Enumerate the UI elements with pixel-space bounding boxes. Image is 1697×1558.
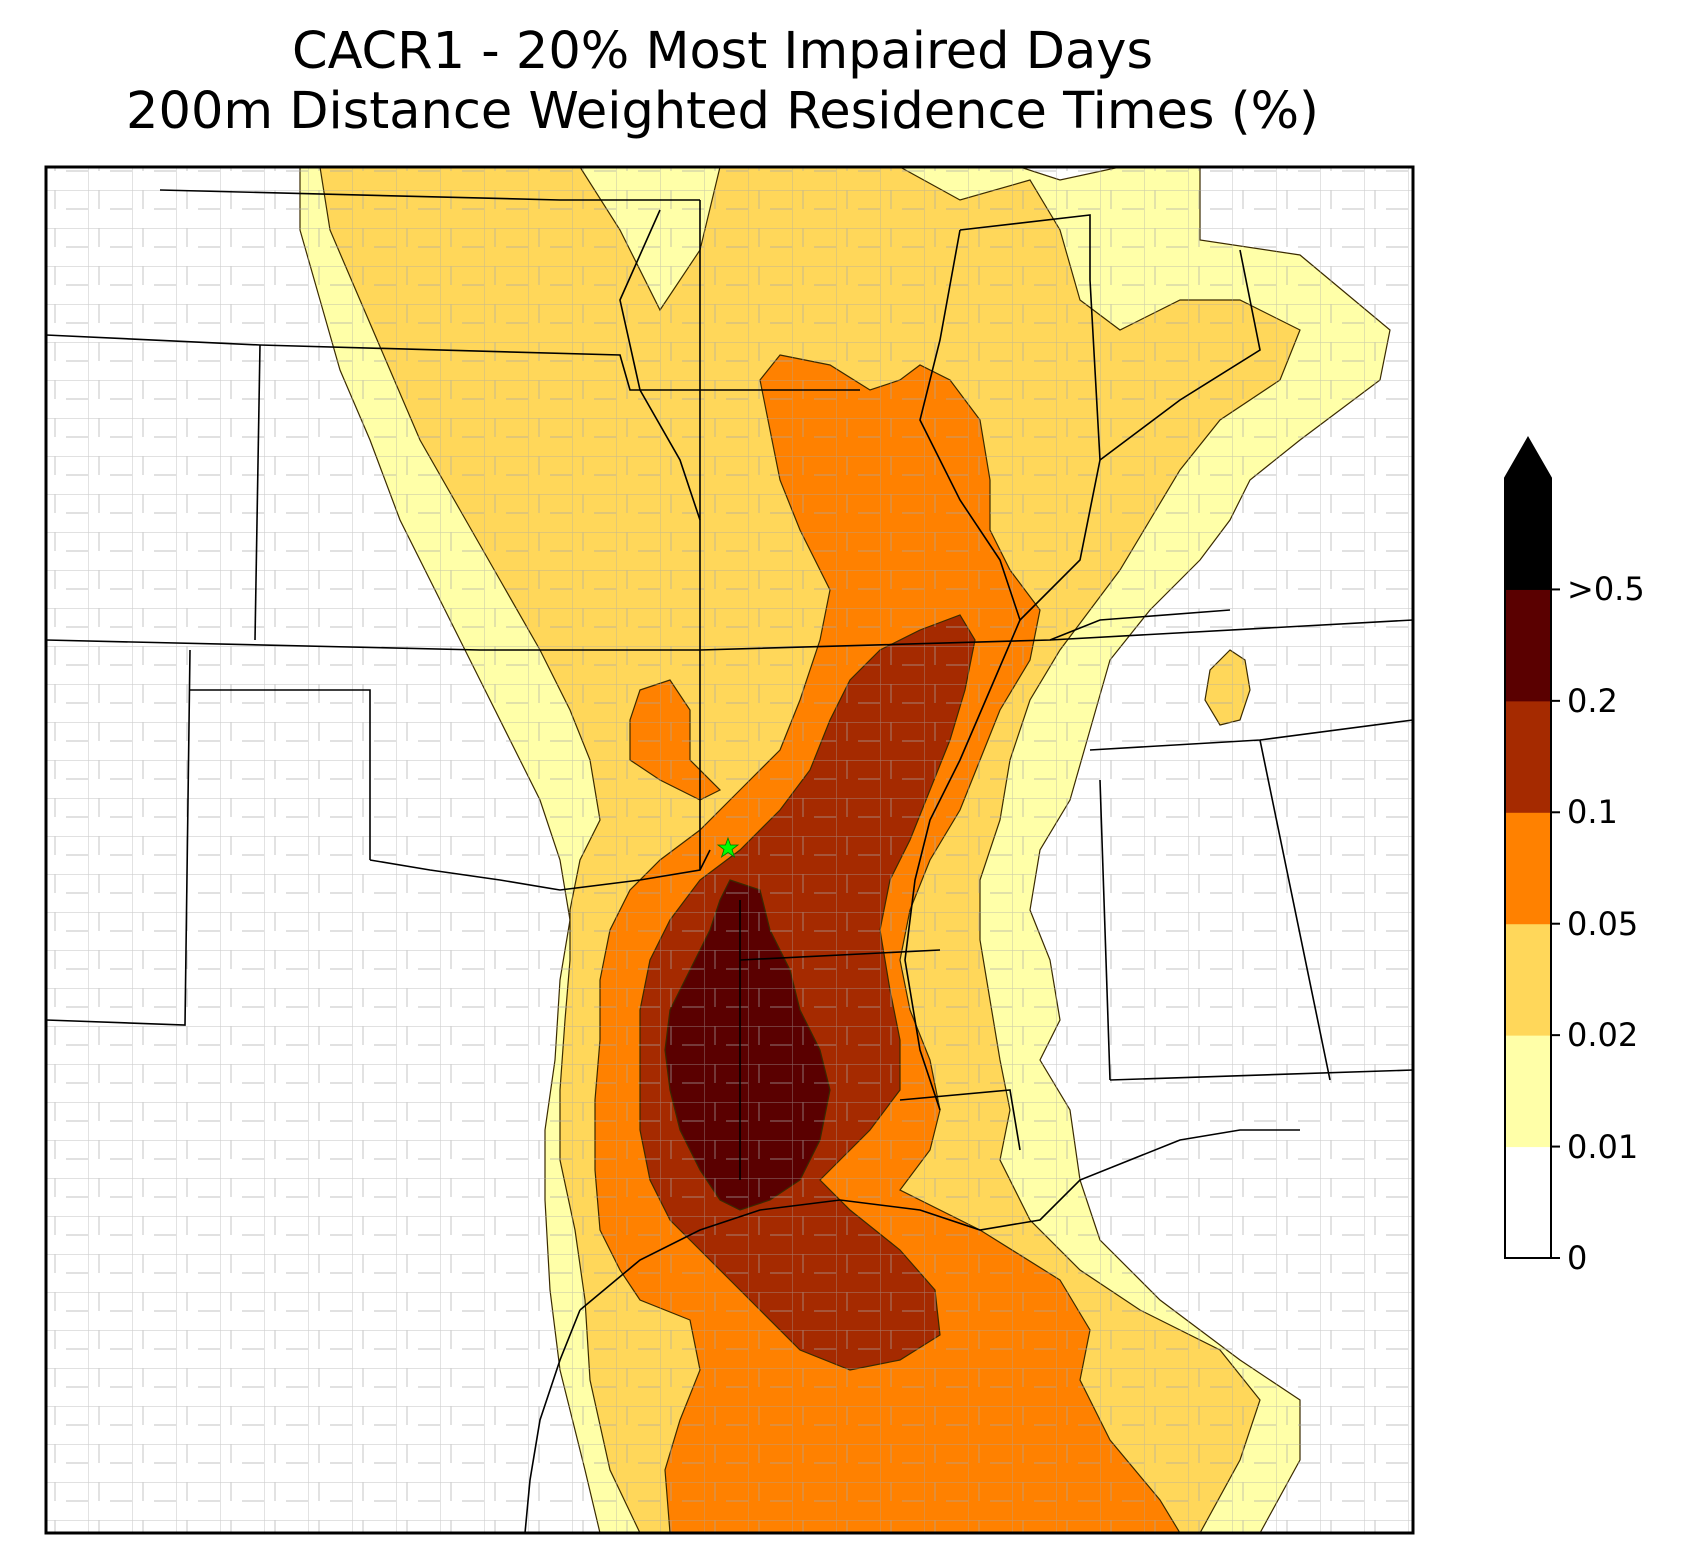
- colorbar-swatch: [1505, 700, 1551, 813]
- colorbar-swatch: [1505, 812, 1551, 925]
- map-title: CACR1 - 20% Most Impaired Days 200m Dist…: [0, 22, 1445, 142]
- title-line-2: 200m Distance Weighted Residence Times (…: [126, 82, 1319, 141]
- colorbar-swatch: [1505, 1035, 1551, 1148]
- colorbar-swatch: [1505, 923, 1551, 1036]
- colorbar-tick-label: 0.2: [1567, 681, 1618, 720]
- colorbar-outline: [1504, 435, 1552, 1259]
- colorbar-tick-label: >0.5: [1567, 570, 1645, 609]
- colorbar: [1504, 435, 1560, 1259]
- title-line-1: CACR1 - 20% Most Impaired Days: [291, 22, 1154, 81]
- colorbar-tick-label: 0: [1567, 1239, 1588, 1277]
- map-area: [46, 167, 1413, 1533]
- colorbar-tick-label: 0.05: [1567, 904, 1639, 943]
- map-frame: [44, 165, 1415, 1535]
- colorbar-swatch: [1505, 589, 1551, 702]
- colorbar-extend-arrow: [1505, 438, 1551, 478]
- colorbar-tick-label: 0.02: [1567, 1016, 1639, 1055]
- state-borders: [46, 189, 1413, 1533]
- colorbar-tick-label: 0.1: [1567, 793, 1618, 832]
- colorbar-swatch: [1505, 478, 1551, 590]
- colorbar-tick-label: 0.01: [1567, 1127, 1639, 1166]
- site-star-icon: [716, 836, 740, 859]
- colorbar-swatch: [1505, 1146, 1551, 1259]
